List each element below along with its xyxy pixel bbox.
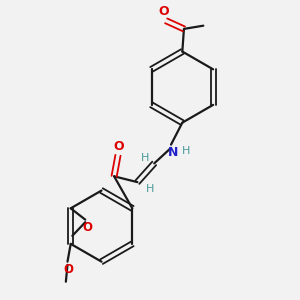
Text: H: H bbox=[141, 153, 150, 163]
Text: H: H bbox=[182, 146, 191, 156]
Text: O: O bbox=[63, 262, 73, 276]
Text: N: N bbox=[167, 146, 178, 159]
Text: O: O bbox=[158, 5, 169, 18]
Text: O: O bbox=[82, 221, 92, 234]
Text: O: O bbox=[113, 140, 124, 153]
Text: H: H bbox=[146, 184, 154, 194]
